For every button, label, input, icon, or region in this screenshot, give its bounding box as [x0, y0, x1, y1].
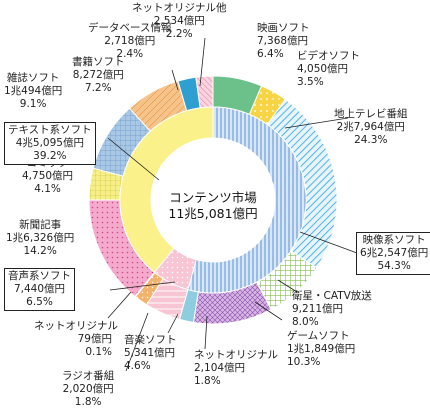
leader-music [167, 313, 179, 334]
label-net-video: ネットオリジナル 2,104億円 1.8% [194, 349, 278, 387]
center-hole [151, 138, 275, 262]
label-video-sys: 映像系ソフト 6兆2,547億円 54.3% [356, 232, 430, 275]
label-audio-sys: 音声系ソフト 7,440億円 6.5% [4, 268, 75, 311]
leader-net-video [204, 315, 208, 350]
label-database: データベース情報 2,718億円 2.4% [88, 22, 172, 60]
leader-text-sys [107, 137, 160, 181]
leader-tv [284, 117, 349, 129]
center-title: コンテンツ市場 [169, 190, 257, 205]
leader-net-audio [107, 291, 132, 319]
label-books: 書籍ソフト 8,272億円 7.2% [72, 56, 125, 94]
label-tv: 地上テレビ番組 2兆7,964億円 24.3% [334, 108, 408, 146]
label-text-sys: テキスト系ソフト 4兆5,095億円 39.2% [4, 122, 96, 165]
leader-satellite [277, 279, 298, 293]
center-total: 11兆5,081億円 [168, 206, 258, 221]
label-net-other: ネットオリジナル他 2,534億円 2.2% [132, 2, 227, 40]
label-net-audio: ネットオリジナル 79億円 0.1% [34, 320, 118, 358]
leader-radio [125, 312, 149, 372]
label-newspaper: 新聞記事 1兆6,326億円 14.2% [6, 219, 75, 257]
leader-database [171, 69, 179, 91]
label-music: 音楽ソフト 5,341億円 4.6% [124, 334, 177, 372]
leader-net-other [199, 37, 206, 87]
label-movie: 映画ソフト 7,368億円 6.4% [257, 22, 310, 60]
center-label: コンテンツ市場 11兆5,081億円 [145, 190, 281, 222]
leader-video-sys [299, 231, 358, 254]
label-radio: ラジオ番組 2,020億円 1.8% [62, 370, 115, 408]
leader-audio-sys [109, 281, 176, 291]
label-video: ビデオソフト 4,050億円 3.5% [297, 50, 360, 88]
label-game: ゲームソフト 1兆1,849億円 10.3% [287, 330, 356, 368]
leader-game [254, 301, 283, 321]
label-magazine: 雑誌ソフト 1兆494億円 9.1% [4, 72, 63, 110]
label-satellite: 衛星・CATV放送 9,211億円 8.0% [292, 290, 372, 328]
